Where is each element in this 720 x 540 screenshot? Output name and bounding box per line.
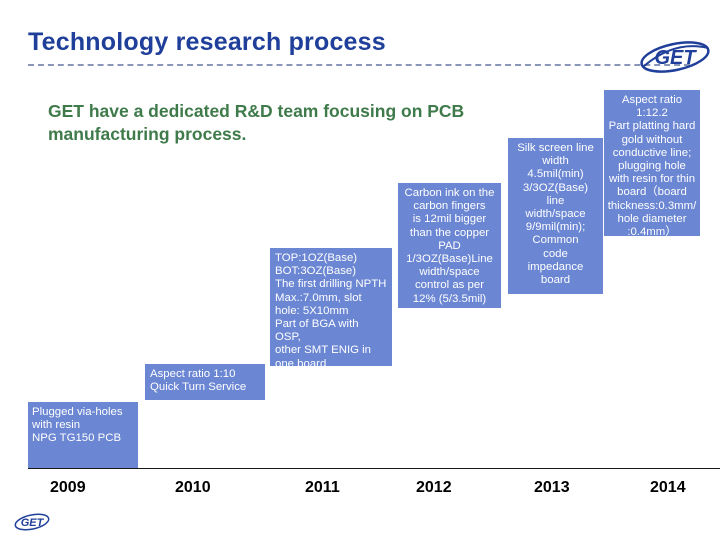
milestone-line: than the copper <box>409 226 490 239</box>
milestone-line: 12% (5/3.5mil) <box>412 292 487 305</box>
milestone-line: control as per <box>414 279 484 292</box>
milestone-line: Common <box>532 234 579 247</box>
milestone-line: TOP:1OZ(Base) <box>275 252 358 264</box>
milestone-line: width <box>542 155 569 168</box>
milestone-line: The first drilling NPTH <box>275 278 387 291</box>
subtitle: GET have a dedicated R&D team focusing o… <box>48 101 465 144</box>
timeline-axis <box>28 468 720 469</box>
milestone-line: conductive line; <box>612 146 692 159</box>
milestone-line: 1/3OZ(Base)Line <box>406 253 493 266</box>
milestone-line: Aspect ratio 1:10 <box>150 368 236 380</box>
company-logo: GET <box>640 41 710 73</box>
milestone-line: other SMT ENIG in <box>275 344 372 357</box>
year-label: 2014 <box>650 479 686 496</box>
milestone-line: Part platting hard <box>608 120 696 133</box>
year-label: 2009 <box>50 479 86 496</box>
milestone-2014: Aspect ratio 1:12.2 Part platting hard gold… <box>604 90 700 239</box>
milestone-line: board（board <box>617 186 687 199</box>
milestone-line: 3/3OZ(Base) <box>522 181 589 194</box>
milestone-2012: Carbon ink on the carbon fingers is 12mil … <box>398 183 501 308</box>
milestone-line: width/space <box>419 266 480 279</box>
milestone-line: carbon fingers <box>413 200 486 213</box>
milestone-line: PAD <box>438 239 461 252</box>
milestone-line: gold without <box>621 133 683 146</box>
milestone-line: board <box>540 274 571 287</box>
milestone-2010: Aspect ratio 1:10 Quick Turn Service <box>145 364 265 400</box>
milestone-line: 4.5mil(min) <box>527 168 584 181</box>
milestone-line: is 12mil bigger <box>412 213 487 226</box>
milestone-line: with resin <box>32 419 81 432</box>
milestone-line: BOT:3OZ(Base) <box>275 265 357 278</box>
milestone-line: Carbon ink on the <box>404 187 495 199</box>
company-logo-small: GET <box>14 513 50 531</box>
year-label: 2011 <box>305 479 340 496</box>
year-label: 2013 <box>534 479 570 496</box>
milestone-line: Part of BGA with OSP, <box>275 318 359 344</box>
page-title: Technology research process <box>28 28 386 56</box>
milestone-line: Plugged via-holes <box>32 406 123 418</box>
milestone-line: code <box>543 247 568 260</box>
milestone-line: 9/9mil(min); <box>525 221 586 234</box>
milestone-line: 1:12.2 <box>636 107 668 120</box>
milestone-line: with resin for thin <box>608 173 696 186</box>
milestone-line: plugging hole <box>618 160 686 173</box>
milestone-line: Silk screen line <box>517 142 594 154</box>
milestone-line: Max.:7.0mm, slot <box>275 291 362 304</box>
svg-text:GET: GET <box>654 47 697 69</box>
milestone-line: Quick Turn Service <box>150 381 247 394</box>
milestone-line: impedance <box>527 260 584 273</box>
milestone-2011: TOP:1OZ(Base) BOT:3OZ(Base) The first dril… <box>270 248 392 370</box>
milestone-line: hole diameter <box>617 212 687 225</box>
milestone-line: width/space <box>525 208 586 221</box>
year-label: 2012 <box>416 479 452 496</box>
milestone-2013: Silk screen line width 4.5mil(min) 3/3OZ(Ba… <box>508 138 603 294</box>
year-label: 2010 <box>175 479 211 496</box>
milestone-line: NPG TG150 PCB <box>32 432 122 445</box>
milestone-2009: Plugged via-holes with resin NPG TG150 PCB <box>28 402 138 468</box>
svg-text:GET: GET <box>21 517 45 529</box>
milestone-line: hole: 5X10mm <box>275 304 349 317</box>
milestone-line: line <box>546 194 565 207</box>
milestone-line: Aspect ratio <box>621 94 683 106</box>
milestone-line: one board <box>275 357 327 370</box>
title-divider <box>28 64 690 66</box>
milestone-line: thickness:0.3mm/ <box>607 199 697 212</box>
milestone-line: :0.4mm） <box>627 226 677 239</box>
